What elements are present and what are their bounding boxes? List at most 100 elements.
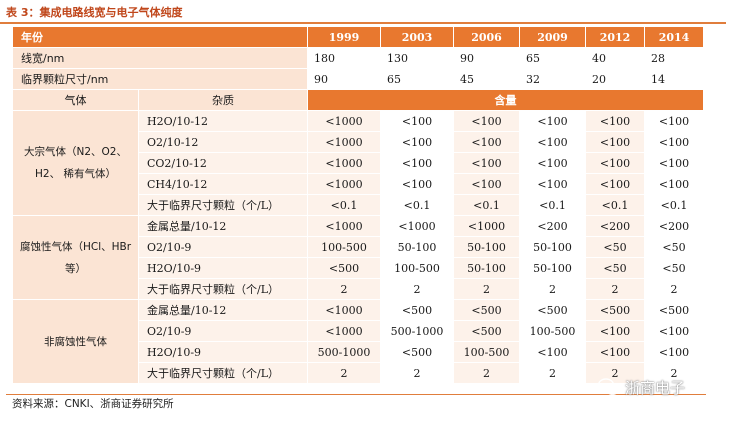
content-value-cell: <100: [585, 110, 645, 132]
source-note: 资料来源：CNKI、浙商证券研究所: [12, 398, 174, 410]
content-value-cell: 2: [453, 278, 520, 300]
content-value-cell: <1000: [307, 320, 381, 342]
watermark-text: 浙商电子: [625, 378, 686, 397]
content-value-cell: <100: [519, 110, 586, 132]
table-row: O2/10-9 100-500 50-100 50-100 50-100 <50 <50: [13, 236, 704, 258]
content-value-cell: 500-1000: [380, 320, 454, 342]
table-row: 腐蚀性气体（HCl、HBr 等） 金属总量/10-12 <1000 <1000 <100…: [12, 215, 704, 300]
content-value-cell: <1000: [307, 173, 381, 195]
content-value-cell: 100-500: [307, 236, 381, 258]
content-value-cell: <0.1: [644, 194, 704, 216]
content-value-cell: <1000: [307, 152, 381, 174]
content-value-cell: <100: [585, 341, 645, 363]
linewidth-value: 40: [585, 47, 645, 69]
content-value-cell: 2: [644, 278, 704, 300]
content-value-cell: <1000: [307, 299, 381, 321]
content-value-cell: 100-500: [519, 320, 586, 342]
table-row: 大宗气体（N2、O2、H2、 稀有气体） H2O/10-12 <1000 <100 <1…: [12, 110, 704, 216]
impurity-cell: H2O/10-9: [138, 341, 308, 363]
content-value-cell: <50: [585, 257, 645, 279]
content-value-cell: <100: [380, 173, 454, 195]
gas-category-cell: 腐蚀性气体（HCl、HBr 等）: [12, 215, 139, 300]
content-value-cell: <1000: [307, 110, 381, 132]
table-row: 大于临界尺寸颗粒（个/L） 2 2 2 2 2 2: [13, 362, 704, 384]
year-header-cell: 2003: [380, 26, 454, 48]
content-column-header: 含量: [307, 89, 704, 111]
table-row: 大于临界尺寸颗粒（个/L） <0.1 <0.1 <0.1 <0.1 <0.1 <0.1: [13, 194, 704, 216]
table-row: H2O/10-9 <500 100-500 50-100 50-100 <50 <50: [13, 257, 704, 279]
table-row: 非腐蚀性气体 金属总量/10-12 <1000 <500 <500 <500 <500 <50…: [12, 299, 704, 384]
content-value-cell: 2: [453, 362, 520, 384]
content-value-cell: <100: [519, 173, 586, 195]
impurity-cell: H2O/10-12: [138, 110, 308, 132]
content-value-cell: 2: [380, 278, 454, 300]
content-value-cell: <1000: [453, 215, 520, 237]
content-value-cell: <100: [453, 152, 520, 174]
content-value-cell: <100: [644, 152, 704, 174]
impurity-cell: 金属总量/10-12: [138, 299, 308, 321]
content-value-cell: <50: [585, 236, 645, 258]
linewidth-value: 180: [307, 47, 381, 69]
impurity-cell: O2/10-9: [138, 320, 308, 342]
content-value-cell: 50-100: [453, 257, 520, 279]
content-value-cell: 500-1000: [307, 341, 381, 363]
content-value-cell: 2: [585, 362, 645, 384]
content-value-cell: <100: [453, 173, 520, 195]
content-value-cell: 50-100: [519, 236, 586, 258]
content-value-cell: 50-100: [453, 236, 520, 258]
content-value-cell: 100-500: [380, 257, 454, 279]
content-value-cell: <100: [585, 173, 645, 195]
content-value-cell: <1000: [307, 131, 381, 153]
content-value-cell: <100: [585, 152, 645, 174]
critical-value: 45: [453, 68, 520, 90]
content-value-cell: <500: [644, 299, 704, 321]
content-value-cell: <200: [585, 215, 645, 237]
gas-category-cell: 非腐蚀性气体: [12, 299, 139, 384]
impurity-cell: 大于临界尺寸颗粒（个/L）: [138, 194, 308, 216]
content-value-cell: <0.1: [519, 194, 586, 216]
content-value-cell: <100: [380, 152, 454, 174]
linewidth-value: 65: [519, 47, 586, 69]
linewidth-row: 线宽/nm 180 130 90 65 40 28: [12, 47, 704, 69]
linewidth-value: 28: [644, 47, 704, 69]
content-value-cell: <100: [519, 152, 586, 174]
content-value-cell: <100: [644, 320, 704, 342]
content-value-cell: <500: [453, 320, 520, 342]
content-value-cell: 2: [519, 362, 586, 384]
content-value-cell: 50-100: [380, 236, 454, 258]
critical-value: 32: [519, 68, 586, 90]
content-value-cell: 2: [307, 362, 381, 384]
header-row: 年份 1999 2003 2006 2009 2012 2014: [12, 26, 704, 48]
year-header-cell: 2009: [519, 26, 586, 48]
table-row: O2/10-12 <1000 <100 <100 <100 <100 <100: [13, 131, 704, 153]
gas-column-header: 气体: [12, 89, 139, 111]
gas-category-cell: 大宗气体（N2、O2、H2、 稀有气体）: [12, 110, 139, 216]
content-value-cell: <500: [307, 257, 381, 279]
content-value-cell: <1000: [307, 215, 381, 237]
content-value-cell: 50-100: [519, 257, 586, 279]
table-caption: 表 3：集成电路线宽与电子气体纯度: [6, 6, 183, 19]
content-value-cell: <100: [585, 320, 645, 342]
content-value-cell: <100: [453, 131, 520, 153]
content-value-cell: <200: [644, 215, 704, 237]
content-value-cell: <500: [519, 299, 586, 321]
wechat-icon: [598, 378, 620, 395]
content-value-cell: <500: [380, 341, 454, 363]
impurity-cell: O2/10-12: [138, 131, 308, 153]
content-value-cell: <0.1: [453, 194, 520, 216]
content-value-cell: <50: [644, 257, 704, 279]
content-value-cell: 2: [307, 278, 381, 300]
critical-value: 90: [307, 68, 381, 90]
content-value-cell: 2: [644, 362, 704, 384]
impurity-cell: H2O/10-9: [138, 257, 308, 279]
content-value-cell: 2: [519, 278, 586, 300]
content-value-cell: <100: [519, 131, 586, 153]
content-value-cell: <100: [585, 131, 645, 153]
table-row: CH4/10-12 <1000 <100 <100 <100 <100 <100: [13, 173, 704, 195]
year-header-cell: 2006: [453, 26, 520, 48]
linewidth-label: 线宽/nm: [12, 47, 308, 69]
content-value-cell: <100: [380, 131, 454, 153]
content-value-cell: <100: [519, 341, 586, 363]
year-header-cell: 2012: [585, 26, 645, 48]
critical-label: 临界颗粒尺寸/nm: [12, 68, 308, 90]
